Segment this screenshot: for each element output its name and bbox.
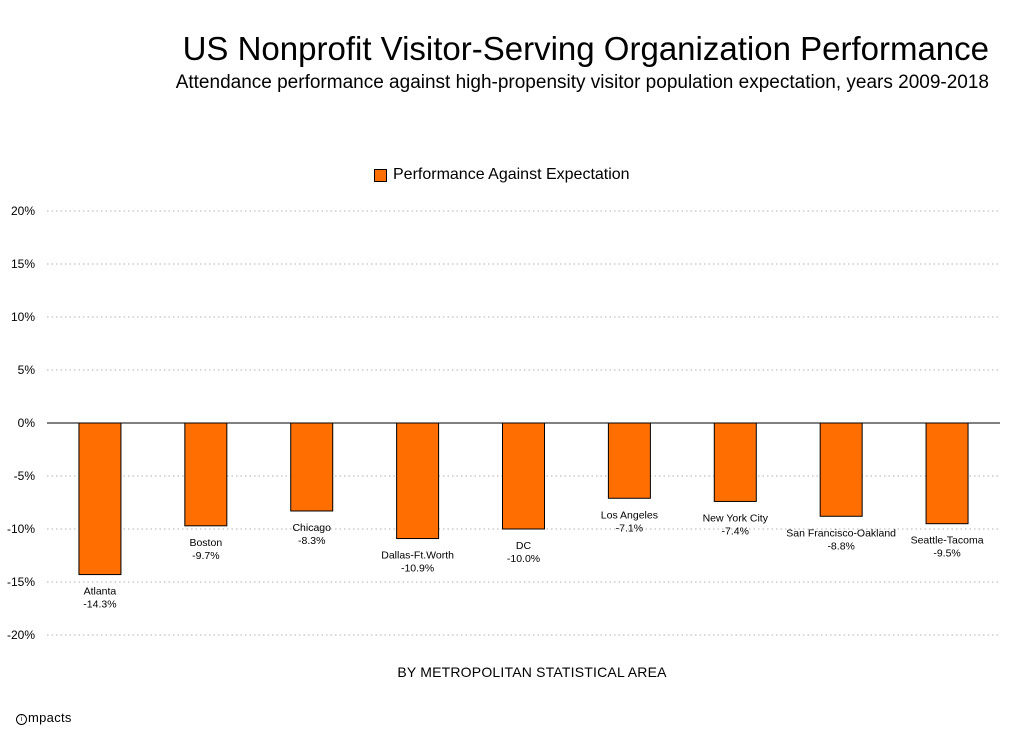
logo-icon: i xyxy=(16,714,27,725)
y-tick-label: 15% xyxy=(11,257,35,271)
y-tick-label: -10% xyxy=(7,522,35,536)
x-axis-label: BY METROPOLITAN STATISTICAL AREA xyxy=(397,664,667,680)
legend-label: Performance Against Expectation xyxy=(393,166,630,183)
bar xyxy=(290,422,334,512)
data-label: -8.3% xyxy=(298,535,325,547)
y-tick-label: 0% xyxy=(18,416,36,430)
category-label: Atlanta xyxy=(84,586,117,598)
data-label: -9.7% xyxy=(192,550,219,562)
category-label: Boston xyxy=(189,537,222,549)
y-tick-label: 5% xyxy=(18,363,36,377)
bar xyxy=(184,422,228,527)
y-tick-label: -20% xyxy=(7,628,35,642)
brand-logo: i mpacts xyxy=(16,710,72,725)
data-label: -8.8% xyxy=(827,540,854,552)
bar xyxy=(502,422,545,530)
data-label: -7.1% xyxy=(616,522,643,534)
category-label: DC xyxy=(516,540,532,552)
y-tick-label: -5% xyxy=(14,469,36,483)
category-label: San Francisco-Oakland xyxy=(786,527,896,539)
legend-swatch xyxy=(374,168,387,182)
y-tick-label: 10% xyxy=(11,310,35,324)
category-label: Chicago xyxy=(292,522,331,534)
data-label: -10.9% xyxy=(401,563,434,575)
data-label: -14.3% xyxy=(83,599,116,611)
category-label: Seattle-Tacoma xyxy=(911,535,984,547)
y-tick-label: -15% xyxy=(7,575,35,589)
bar xyxy=(396,422,440,540)
bar xyxy=(607,422,651,499)
bar xyxy=(925,422,969,525)
y-tick-label: 20% xyxy=(11,204,35,218)
legend: Performance Against Expectation xyxy=(374,166,630,184)
bar xyxy=(819,422,863,517)
chart-subtitle: Attendance performance against high-prop… xyxy=(175,72,989,93)
data-label: -9.5% xyxy=(933,548,960,560)
chart-title: US Nonprofit Visitor-Serving Organizatio… xyxy=(182,30,989,67)
category-label: Dallas-Ft.Worth xyxy=(381,550,454,562)
data-label: -7.4% xyxy=(722,525,749,537)
category-label: New York City xyxy=(703,512,769,524)
bar xyxy=(713,422,757,502)
category-label: Los Angeles xyxy=(601,509,658,521)
bar xyxy=(78,422,122,576)
brand-text: mpacts xyxy=(28,710,72,725)
data-label: -10.0% xyxy=(507,553,540,565)
